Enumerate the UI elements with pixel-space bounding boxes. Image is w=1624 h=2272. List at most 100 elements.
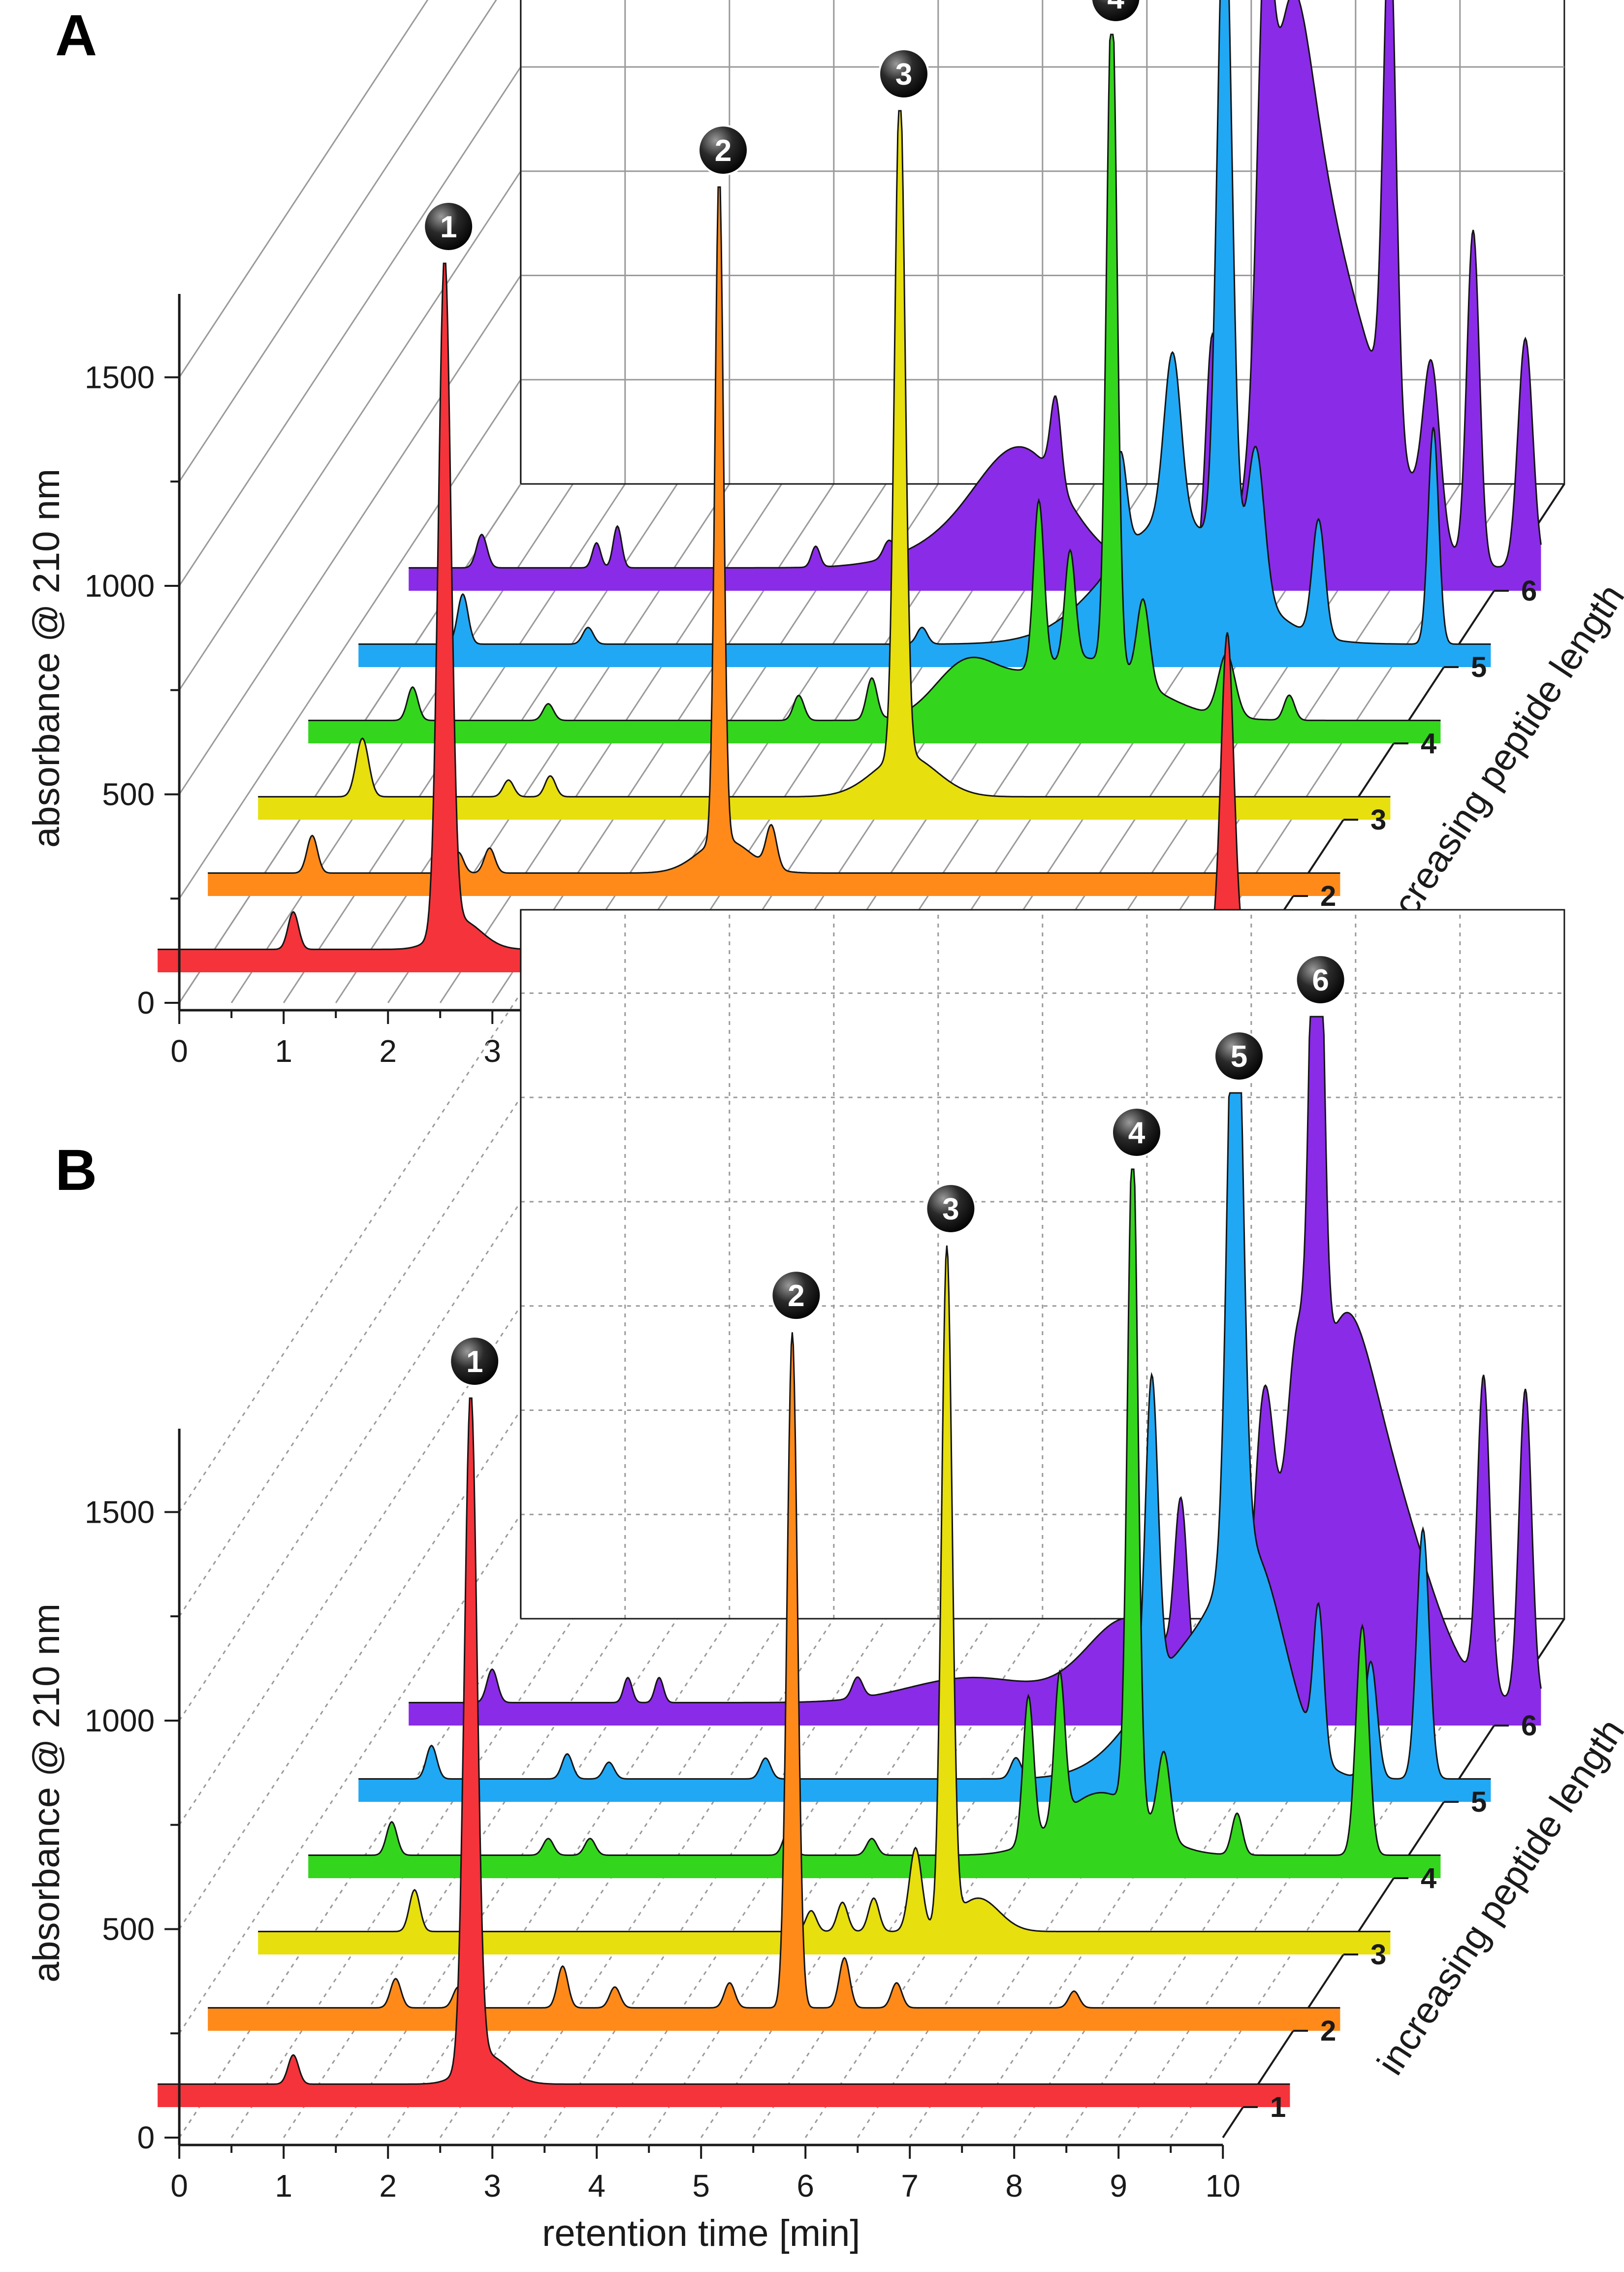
side-wall-line [178, 0, 429, 378]
x-tick-label: 8 [1005, 2168, 1023, 2204]
side-wall-line [178, 379, 522, 899]
series-4-line [308, 33, 1441, 721]
peak-marker-label: 5 [1231, 1040, 1247, 1074]
peak-marker-circle [1111, 1107, 1162, 1158]
peak-marker-label: 3 [942, 1192, 959, 1226]
y-tick-label: 1000 [85, 1703, 155, 1738]
peak-marker-4: 4 [1090, 0, 1142, 23]
peak-marker-label: 4 [1128, 1116, 1146, 1150]
x-tick-label: 1 [275, 2168, 292, 2204]
y-axis-title: absorbance @ 210 nm [26, 469, 67, 848]
x-tick-label: 6 [796, 2168, 814, 2204]
series-5-line [358, 0, 1491, 645]
peak-marker-2: 2 [698, 125, 749, 176]
x-tick-label: 7 [901, 2168, 919, 2204]
peak-marker-label: 1 [466, 1345, 483, 1379]
side-wall-line [178, 1201, 522, 1721]
series-2-line [208, 1332, 1340, 2009]
peak-marker-circle [1213, 1030, 1265, 1082]
y-axis: 0 500 1000 1500 absorbance @ 210 nm [26, 294, 181, 1021]
x-tick-label: 5 [692, 2168, 710, 2204]
depth-tick-label: 4 [1421, 728, 1436, 760]
side-wall-line [178, 1097, 522, 1617]
x-axis: 0 1 2 3 4 5 6 7 8 9 10 retention time [min] [170, 2144, 1241, 2254]
depth-tick-label: 3 [1370, 1939, 1386, 1971]
series-3-line [258, 1245, 1391, 1932]
x-tick-label: 1 [275, 1033, 292, 1069]
side-wall-line [178, 992, 522, 1513]
depth-tick-label: 4 [1421, 1862, 1436, 1894]
side-wall-line [178, 1409, 522, 1930]
side-wall-line [178, 170, 522, 691]
depth-tick-label: 3 [1370, 804, 1386, 836]
peak-marker-circle [925, 1183, 977, 1234]
peak-marker-6: 6 [1295, 954, 1346, 1005]
peak-marker-1: 1 [423, 201, 475, 252]
peak-marker-circle [1090, 0, 1142, 23]
panel-a: A123456012345678910retention time [min]0… [26, 0, 1624, 1120]
y-tick-label: 1000 [85, 568, 155, 604]
depth-tick-label: 5 [1471, 651, 1487, 683]
x-tick-label: 4 [588, 2168, 605, 2204]
series-group [158, 0, 1542, 972]
depth-tick-label: 6 [1521, 575, 1537, 607]
y-tick-label: 500 [102, 1911, 155, 1947]
peak-marker-circle [449, 1336, 501, 1387]
x-tick-label: 9 [1110, 2168, 1127, 2204]
peak-marker-circle [770, 1270, 822, 1321]
peak-marker-circle [878, 48, 929, 99]
series-6-line [409, 1016, 1542, 1703]
y-axis-title: absorbance @ 210 nm [26, 1603, 67, 1983]
series-1-area [158, 263, 1290, 972]
panel-label: B [55, 1138, 97, 1203]
peak-marker-1: 1 [449, 1336, 501, 1387]
depth-tick-label: 5 [1471, 1786, 1487, 1818]
peak-marker-label: 3 [895, 58, 912, 92]
back-wall-grid [520, 0, 1565, 485]
series-6-line [409, 0, 1542, 569]
x-axis-title: retention time [min] [542, 2212, 860, 2254]
side-wall-grid [178, 0, 522, 1003]
x-tick-label: 10 [1206, 2168, 1241, 2204]
y-tick-label: 0 [137, 985, 155, 1021]
peak-marker-circle [423, 201, 475, 252]
x-tick-label: 0 [170, 1033, 188, 1069]
depth-tick-label: 2 [1320, 880, 1336, 912]
side-wall-grid [178, 910, 522, 2138]
peak-marker-label: 4 [1107, 0, 1124, 15]
y-axis: 0 500 1000 1500 absorbance @ 210 nm [26, 1429, 181, 2155]
peak-marker-label: 1 [440, 210, 457, 244]
x-tick-label: 0 [170, 2168, 188, 2204]
peak-marker-circle [698, 125, 749, 176]
peak-marker-3: 3 [925, 1183, 977, 1234]
peak-marker-label: 2 [788, 1279, 804, 1313]
peak-marker-2: 2 [770, 1270, 822, 1321]
side-wall-line [178, 1514, 522, 2034]
x-tick-label: 3 [483, 1033, 501, 1069]
side-wall-line [178, 1305, 522, 1825]
peak-marker-3: 3 [878, 48, 929, 99]
y-tick-label: 0 [137, 2120, 155, 2155]
peak-marker-5: 5 [1213, 1030, 1265, 1082]
series-group [158, 1016, 1542, 2107]
depth-axis-title: increasing peptide length [1369, 577, 1624, 948]
peak-marker-circle [1295, 954, 1346, 1005]
x-tick-label: 2 [379, 2168, 397, 2204]
peak-markers: 1 2 3 4 5 6 [449, 954, 1346, 1387]
depth-tick-label: 1 [1270, 2091, 1286, 2123]
side-wall-line [178, 275, 522, 795]
side-wall-line [178, 66, 522, 586]
series-1-line [158, 1397, 1290, 2085]
side-wall-line [178, 0, 497, 482]
y-tick-label: 500 [102, 776, 155, 812]
series-5-line [358, 1092, 1491, 1780]
depth-tick-label: 2 [1320, 2015, 1336, 2047]
series-4-line [308, 1168, 1441, 1856]
series-2-line [208, 186, 1340, 874]
x-tick-label: 3 [483, 2168, 501, 2204]
depth-tick-label: 6 [1521, 1710, 1537, 1742]
